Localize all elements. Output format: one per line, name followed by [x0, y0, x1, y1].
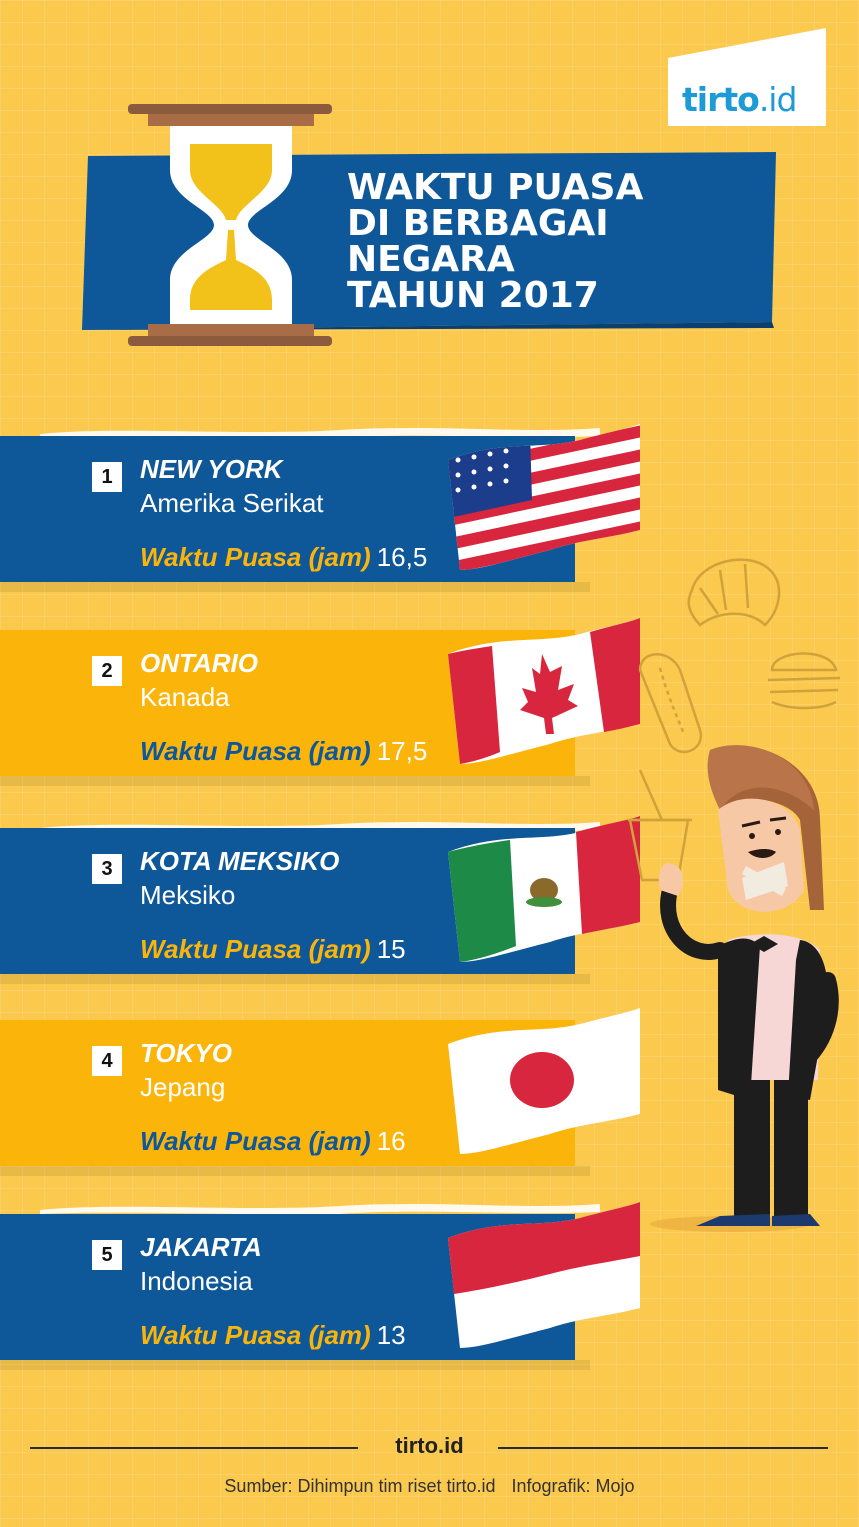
- row-shadow: [0, 1166, 590, 1176]
- fasting-time-value: 13: [376, 1320, 406, 1350]
- fasting-time: Waktu Puasa (jam) 16: [140, 1126, 406, 1157]
- rank-badge: 5: [92, 1240, 122, 1270]
- footer-divider-left: [30, 1447, 358, 1449]
- city-name: JAKARTA: [140, 1232, 262, 1262]
- fasting-time: Waktu Puasa (jam) 17,5: [140, 736, 427, 767]
- row-shadow: [0, 776, 590, 786]
- country-name: Indonesia: [140, 1266, 253, 1296]
- rank-badge: 1: [92, 462, 122, 492]
- brush-stroke: [40, 428, 600, 439]
- row-shadow: [0, 974, 590, 984]
- brush-stroke: [40, 1204, 600, 1215]
- indonesia-flag-icon: [448, 1202, 640, 1348]
- usa-flag-icon: [448, 424, 640, 570]
- fasting-time: Waktu Puasa (jam) 16,5: [140, 542, 427, 573]
- footer-brand: tirto.id: [395, 1433, 464, 1458]
- hourglass-icon: [128, 104, 332, 346]
- country-name: Amerika Serikat: [140, 488, 324, 518]
- fasting-time-label: Waktu Puasa (jam): [140, 736, 371, 766]
- title-line-1: WAKTU PUASA: [347, 167, 644, 208]
- mexico-flag-icon: [448, 816, 640, 962]
- title-line-2: DI BERBAGAI: [347, 203, 609, 244]
- fasting-time-label: Waktu Puasa (jam): [140, 1320, 371, 1350]
- row-shadow: [0, 582, 590, 592]
- man-character-icon: [650, 745, 839, 1232]
- logo-badge: [668, 28, 826, 126]
- canada-flag-icon: [448, 618, 640, 764]
- country-name: Meksiko: [140, 880, 236, 910]
- city-name: NEW YORK: [140, 454, 283, 484]
- fasting-time: Waktu Puasa (jam) 15: [140, 934, 406, 965]
- page-title: WAKTU PUASA DI BERBAGAI NEGARA TAHUN 201…: [347, 170, 767, 314]
- fasting-time-value: 15: [376, 934, 406, 964]
- row-shadow: [0, 1360, 590, 1370]
- city-name: TOKYO: [140, 1038, 232, 1068]
- source-text: Sumber: Dihimpun tim riset tirto.id: [224, 1476, 496, 1496]
- city-name: KOTA MEKSIKO: [140, 846, 340, 876]
- footer-source: Sumber: Dihimpun tim riset tirto.id Infog…: [0, 1476, 859, 1497]
- fasting-time-value: 17,5: [376, 736, 428, 766]
- logo-main: tirto: [682, 80, 760, 119]
- title-line-4: TAHUN 2017: [347, 275, 599, 316]
- fasting-time-value: 16: [376, 1126, 406, 1156]
- footer-divider-right: [498, 1447, 828, 1449]
- rank-badge: 4: [92, 1046, 122, 1076]
- japan-flag-icon: [448, 1008, 640, 1154]
- credit-text: Infografik: Mojo: [511, 1476, 635, 1496]
- rank-badge: 3: [92, 854, 122, 884]
- tirto-logo: tirto.id: [682, 80, 798, 119]
- city-name: ONTARIO: [140, 648, 258, 678]
- fasting-time-label: Waktu Puasa (jam): [140, 542, 371, 572]
- country-name: Kanada: [140, 682, 230, 712]
- fasting-time-value: 16,5: [376, 542, 428, 572]
- rank-badge: 2: [92, 656, 122, 686]
- title-line-3: NEGARA: [347, 239, 515, 280]
- fasting-time-label: Waktu Puasa (jam): [140, 1126, 371, 1156]
- fasting-time: Waktu Puasa (jam) 13: [140, 1320, 406, 1351]
- fasting-time-label: Waktu Puasa (jam): [140, 934, 371, 964]
- country-name: Jepang: [140, 1072, 226, 1102]
- logo-suffix: .id: [758, 80, 798, 119]
